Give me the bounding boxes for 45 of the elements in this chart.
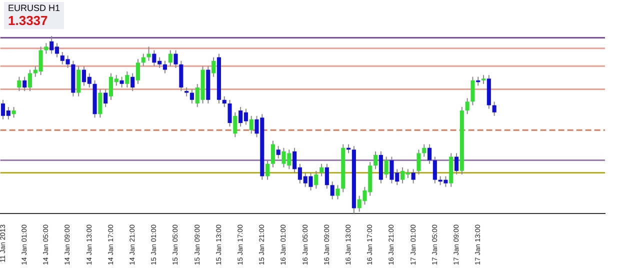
candlestick: [125, 71, 130, 88]
candlestick: [454, 152, 459, 175]
candlestick: [222, 96, 226, 108]
candlestick: [432, 156, 437, 184]
candlestick: [314, 170, 318, 190]
candlestick: [374, 150, 378, 170]
candlestick: [174, 50, 178, 68]
candlestick: [336, 184, 340, 200]
candlestick: [324, 163, 329, 190]
candlestick: [266, 160, 270, 180]
candlestick: [270, 140, 275, 168]
candlestick: [233, 112, 238, 138]
candlestick: [12, 106, 16, 118]
candlestick: [179, 60, 184, 92]
candlestick: [146, 46, 151, 62]
candlestick: [228, 99, 232, 128]
candlestick: [416, 149, 421, 175]
candlestick: [162, 60, 167, 74]
candlestick: [249, 115, 254, 134]
candlestick: [22, 76, 27, 92]
candlestick: [141, 53, 146, 67]
candlestick: [411, 168, 416, 184]
candlestick: [428, 144, 432, 164]
candlestick: [320, 163, 324, 177]
candlestick: [422, 144, 426, 158]
candlestick: [28, 69, 32, 92]
candlestick: [465, 98, 470, 115]
candlestick: [76, 66, 81, 97]
candlestick: [492, 101, 496, 116]
text: 1.3337: [8, 13, 49, 28]
candlestick: [190, 88, 194, 104]
candlestick: [136, 58, 140, 84]
candlestick: [168, 50, 172, 67]
candlestick: [330, 181, 334, 200]
candlestick: [384, 156, 388, 179]
candlestick: [212, 56, 216, 78]
candlestick: [17, 76, 22, 92]
candlestick: [470, 76, 475, 106]
candlestick: [104, 88, 108, 108]
candlestick: [98, 88, 102, 118]
candlestick: [276, 146, 280, 159]
chart-title: EURUSD H1: [8, 3, 60, 13]
candlestick: [130, 72, 135, 92]
candlestick: [120, 76, 124, 88]
candlestick: [44, 42, 48, 54]
